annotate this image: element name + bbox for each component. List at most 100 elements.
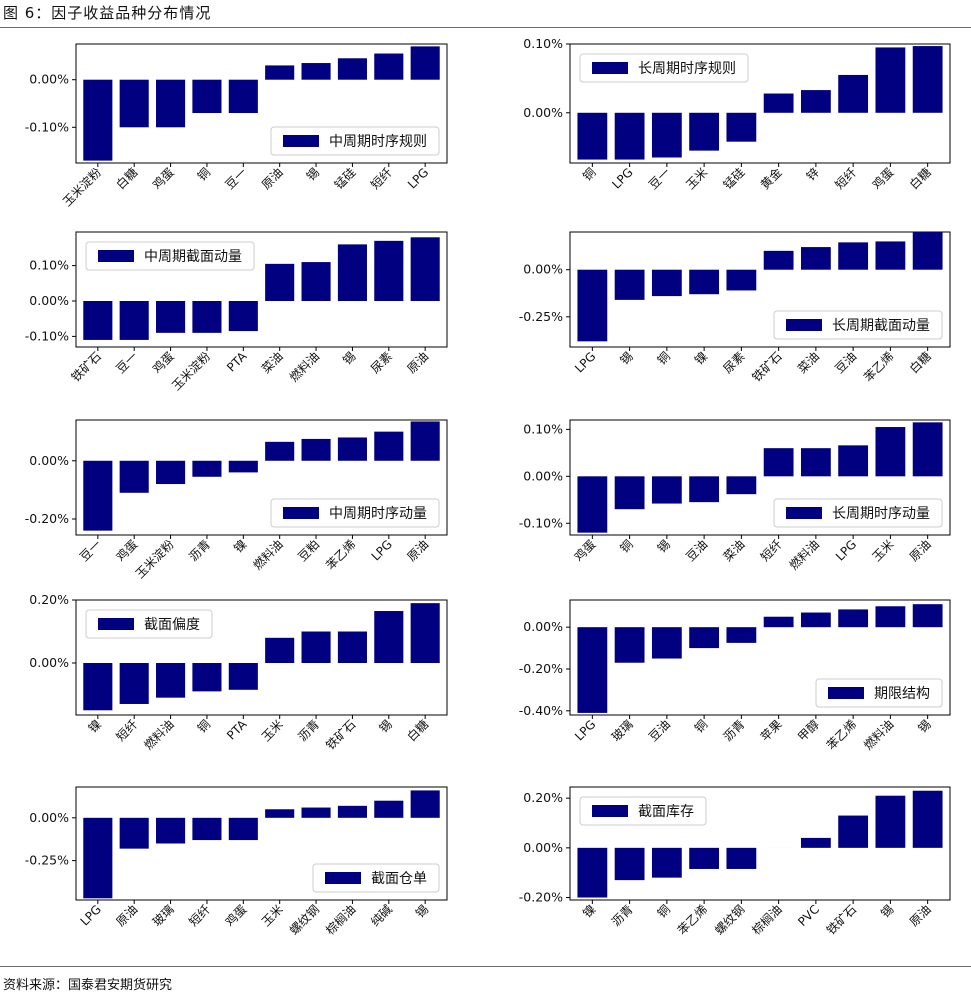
bar [651,847,682,878]
y-tick-label: -0.25% [519,309,563,324]
legend-swatch [592,805,628,817]
x-tick-label: 燃料油 [860,717,896,753]
legend-swatch [828,687,864,699]
bar [83,301,113,340]
x-tick-label: 短纤 [758,537,785,564]
bar [410,421,440,461]
x-tick-label: 锡 [303,165,322,184]
x-tick-label: 锰硅 [720,165,748,193]
legend: 期限结构 [815,678,943,708]
bar [689,627,720,649]
bar [875,427,906,477]
x-tick-label: 锡 [412,902,431,921]
y-tick-label: 0.00% [29,72,69,87]
y-tick-label: 0.00% [523,840,563,855]
y-tick-label: 0.00% [523,105,563,120]
x-tick-label: 鸡蛋 [222,902,250,930]
y-tick-label: 0.00% [29,293,69,308]
bar [912,604,943,628]
legend-box [85,241,255,271]
x-tick-label: 玉米淀粉 [169,349,213,393]
y-tick-label: -0.10% [25,328,69,343]
bar [577,627,608,713]
x-tick-label: 沥青 [721,717,748,744]
x-tick-label: 苯乙烯 [323,537,358,572]
legend-label: 截面偏度 [144,617,200,633]
bar [337,58,367,80]
bar [800,448,831,477]
x-tick-label: 豆一 [77,537,104,564]
x-tick-label: LPG [609,165,635,191]
x-tick-label: 镍 [692,349,710,367]
x-tick-label: 甲醇 [794,717,822,745]
x-tick-label: 铜 [654,349,673,368]
x-tick-label: 锡 [376,717,395,736]
x-tick-label: 锡 [654,537,673,556]
x-tick-label: 短纤 [832,165,859,192]
x-tick-label: 锌 [804,165,822,183]
x-tick-label: 螺纹钢 [712,902,747,937]
y-tick-label: -0.40% [519,703,563,718]
y-tick-label: 0.10% [523,36,563,51]
legend-box [312,863,440,893]
bar [156,301,186,333]
x-tick-label: 短纤 [113,717,140,744]
bar [337,631,367,664]
legend-box [773,498,943,528]
bar [726,269,757,291]
legend-swatch [283,507,319,519]
bar-chart-7: 0.20% 0.00% 镍 短纤 燃料油铜 PTA 玉米 沥青 铁矿石锡白糖 截面偏度 [29,592,448,753]
x-tick-label: 锡 [915,717,934,736]
x-tick-label: 尿素 [721,349,748,376]
bar [410,790,440,818]
bar [689,112,720,151]
plot-frame [75,43,448,164]
bar [301,63,331,80]
bar [228,817,258,841]
x-tick-label: 铁矿石 [824,902,859,937]
bar [689,269,720,295]
bar [689,847,720,869]
x-tick-label: 鸡蛋 [113,537,141,565]
bar [614,847,645,881]
bar [301,262,331,301]
legend: 长周期时序动量 [773,498,943,528]
x-tick-label: 白糖 [906,165,934,193]
source-note: 资料来源：国泰君安期货研究 [3,978,173,993]
x-tick-label: 燃料油 [786,537,822,573]
bar [265,65,295,80]
bar [763,448,794,477]
x-tick-label: 白糖 [404,717,432,745]
legend: 中周期时序规则 [270,126,440,156]
bar [192,301,222,333]
bar [83,817,113,899]
bar [800,837,831,848]
legend-swatch [786,319,822,331]
bar [838,609,869,628]
legend: 截面仓单 [312,863,440,893]
bar [337,805,367,818]
x-tick-label: 玻璃 [609,717,636,744]
x-tick-label: 纯碱 [368,902,395,929]
x-tick-label: PTA [224,717,250,743]
bar [83,663,113,711]
legend-swatch [325,872,361,884]
legend-swatch [283,135,319,147]
y-tick-label: 0.00% [523,619,563,634]
bar [119,817,149,849]
bar [228,79,258,114]
bar-chart-4: 0.00% -0.25% LPG 锡铜 镍尿素 铁矿石 菜油 豆油 苯乙烯 白糖 长周期截面动量 [519,231,951,385]
plot-frame [569,419,951,536]
x-tick-label: 镍 [580,902,598,920]
x-tick-label: 镍 [231,537,249,555]
bar [119,301,149,340]
x-tick-label: 铜 [194,717,213,736]
bar [651,112,682,158]
bar [763,616,794,628]
bar [726,627,757,643]
x-tick-label: LPG [369,537,395,563]
x-tick-label: 原油 [907,902,934,929]
bar [689,476,720,503]
x-tick-label: 苯乙烯 [861,349,896,384]
